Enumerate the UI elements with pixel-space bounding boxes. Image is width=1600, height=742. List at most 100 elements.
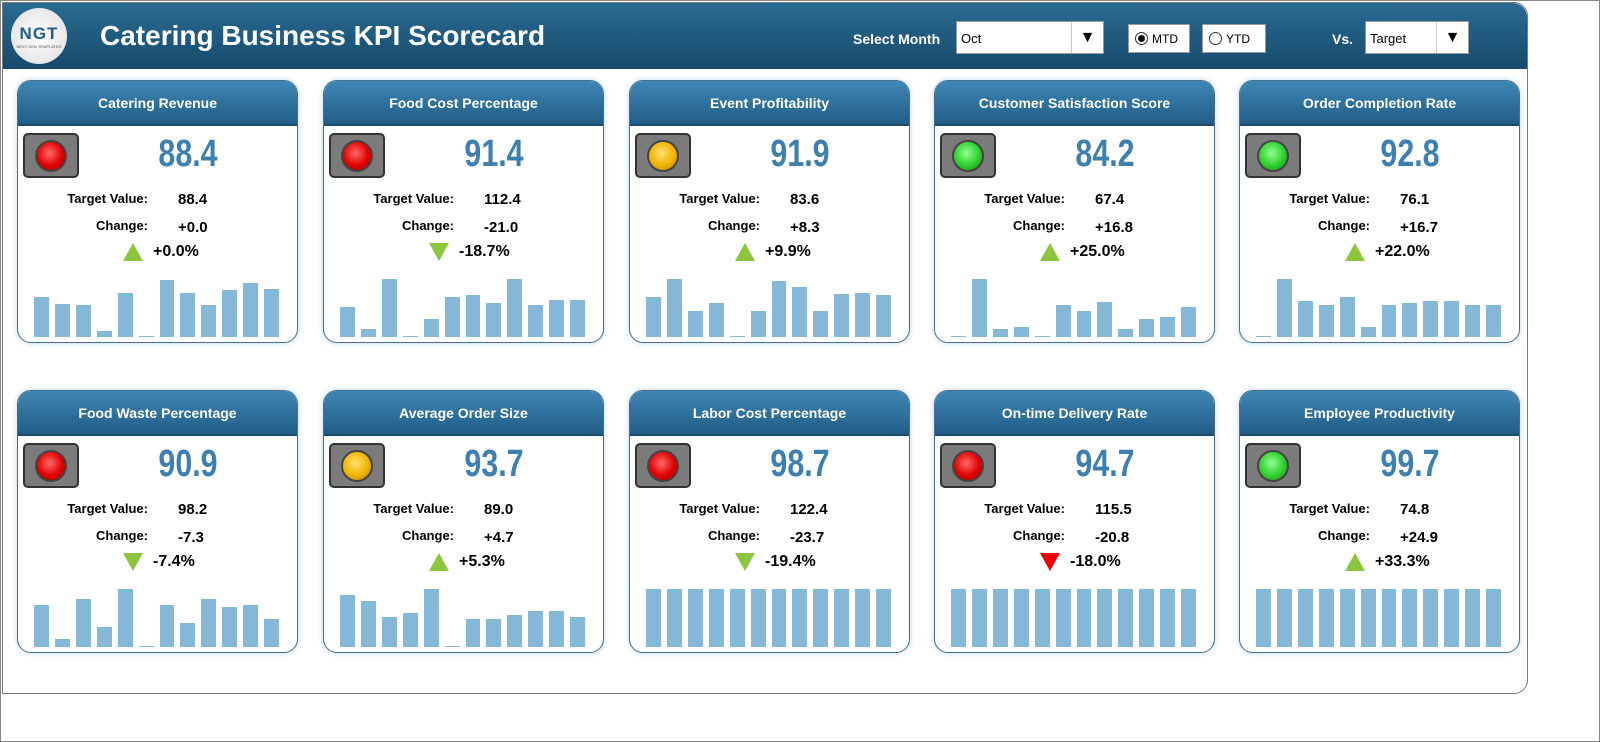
kpi-card: Food Cost Percentage 91.4 Target Value: … <box>323 80 604 343</box>
change-percent: +25.0% <box>1070 243 1125 260</box>
status-bulb <box>952 139 984 172</box>
trend-bar <box>1034 336 1050 337</box>
trend-bar <box>340 595 355 647</box>
trend-bar <box>201 599 217 647</box>
trend-chart <box>646 587 892 647</box>
kpi-card: Customer Satisfaction Score 84.2 Target … <box>934 80 1215 343</box>
trend-bar <box>729 336 745 337</box>
page-title: Catering Business KPI Scorecard <box>100 20 546 51</box>
target-label: Target Value: <box>984 501 1065 516</box>
target-value: 83.6 <box>790 191 820 208</box>
chevron-down-icon[interactable]: ▼ <box>1071 22 1103 53</box>
trend-bar <box>54 639 70 647</box>
trend-bar <box>201 305 217 337</box>
target-value: 112.4 <box>484 191 521 208</box>
trend-bar <box>1423 589 1439 647</box>
change-label: Change: <box>1013 218 1065 233</box>
change-percent: -18.0% <box>1070 553 1121 570</box>
trend-bar <box>465 619 481 647</box>
status-bulb <box>1257 139 1289 172</box>
kpi-value: 90.9 <box>158 443 218 485</box>
trend-bar <box>1256 336 1271 337</box>
change-value: -20.8 <box>1095 529 1130 546</box>
change-value: +8.3 <box>790 219 820 236</box>
trend-bar <box>1055 589 1071 647</box>
change-value: -23.7 <box>790 529 825 546</box>
trend-bar <box>1444 589 1460 647</box>
trend-bar <box>465 295 481 337</box>
kpi-title: On-time Delivery Rate <box>935 391 1214 436</box>
trend-bar <box>138 336 154 337</box>
trend-bar <box>381 617 397 647</box>
trend-chart <box>951 277 1197 337</box>
trend-bar <box>360 601 376 647</box>
trend-chart <box>34 277 280 337</box>
trend-bar <box>243 283 259 337</box>
target-value: 122.4 <box>790 501 828 518</box>
kpi-card: Food Waste Percentage 90.9 Target Value:… <box>17 390 298 653</box>
month-select[interactable]: Oct ▼ <box>956 21 1104 54</box>
target-label: Target Value: <box>373 501 454 516</box>
trend-bar <box>687 311 703 337</box>
trend-bar <box>340 307 355 337</box>
trend-bar <box>1360 327 1376 337</box>
trend-bar <box>75 599 91 647</box>
trend-bar <box>687 589 703 647</box>
status-bulb <box>35 449 67 482</box>
triangle-down-icon <box>735 553 755 571</box>
trend-bar <box>1402 589 1418 647</box>
trend-bar <box>1318 305 1334 337</box>
status-light-icon <box>635 443 691 488</box>
trend-bar <box>1339 589 1355 647</box>
change-percent: +22.0% <box>1375 243 1430 260</box>
trend-bar <box>34 297 49 337</box>
kpi-title: Customer Satisfaction Score <box>935 81 1214 126</box>
kpi-title: Food Cost Percentage <box>324 81 603 126</box>
trend-bar <box>876 295 892 337</box>
trend-bar <box>855 589 871 647</box>
trend-bar <box>1034 589 1050 647</box>
trend-bar <box>855 293 871 337</box>
kpi-value: 99.7 <box>1380 443 1440 485</box>
status-light-icon <box>23 133 79 178</box>
ytd-radio[interactable]: YTD <box>1202 24 1266 53</box>
vs-select[interactable]: Target ▼ <box>1365 21 1469 54</box>
trend-bar <box>834 589 850 647</box>
change-label: Change: <box>402 218 454 233</box>
target-value: 76.1 <box>1400 191 1430 208</box>
trend-chart <box>1256 277 1502 337</box>
kpi-title: Labor Cost Percentage <box>630 391 909 436</box>
trend-bar <box>729 589 745 647</box>
trend-bar <box>1381 305 1397 337</box>
trend-bar <box>486 303 502 337</box>
target-label: Target Value: <box>67 191 148 206</box>
triangle-up-icon <box>1040 243 1060 261</box>
trend-bar <box>1423 301 1439 337</box>
status-light-icon <box>1245 443 1301 488</box>
trend-bar <box>1097 589 1113 647</box>
change-value: +16.8 <box>1095 219 1133 236</box>
trend-bar <box>1297 589 1313 647</box>
change-percent: +33.3% <box>1375 553 1430 570</box>
trend-bar <box>792 589 808 647</box>
vs-label: Vs. <box>1332 31 1354 47</box>
change-percent: -7.4% <box>153 553 195 570</box>
status-bulb <box>952 449 984 482</box>
status-light-icon <box>940 443 996 488</box>
status-light-icon <box>635 133 691 178</box>
trend-bar <box>96 627 112 647</box>
change-label: Change: <box>1013 528 1065 543</box>
trend-bar <box>1297 301 1313 337</box>
trend-bar <box>750 311 766 337</box>
trend-chart <box>340 587 586 647</box>
change-percent: -18.7% <box>459 243 510 260</box>
trend-bar <box>360 329 376 337</box>
trend-bar <box>1181 589 1197 647</box>
mtd-radio[interactable]: MTD <box>1128 24 1190 53</box>
trend-bar <box>507 279 523 337</box>
chevron-down-icon[interactable]: ▼ <box>1436 22 1468 53</box>
trend-bar <box>243 605 259 647</box>
change-value: -7.3 <box>178 529 204 546</box>
trend-bar <box>1486 589 1502 647</box>
trend-bar <box>486 619 502 647</box>
